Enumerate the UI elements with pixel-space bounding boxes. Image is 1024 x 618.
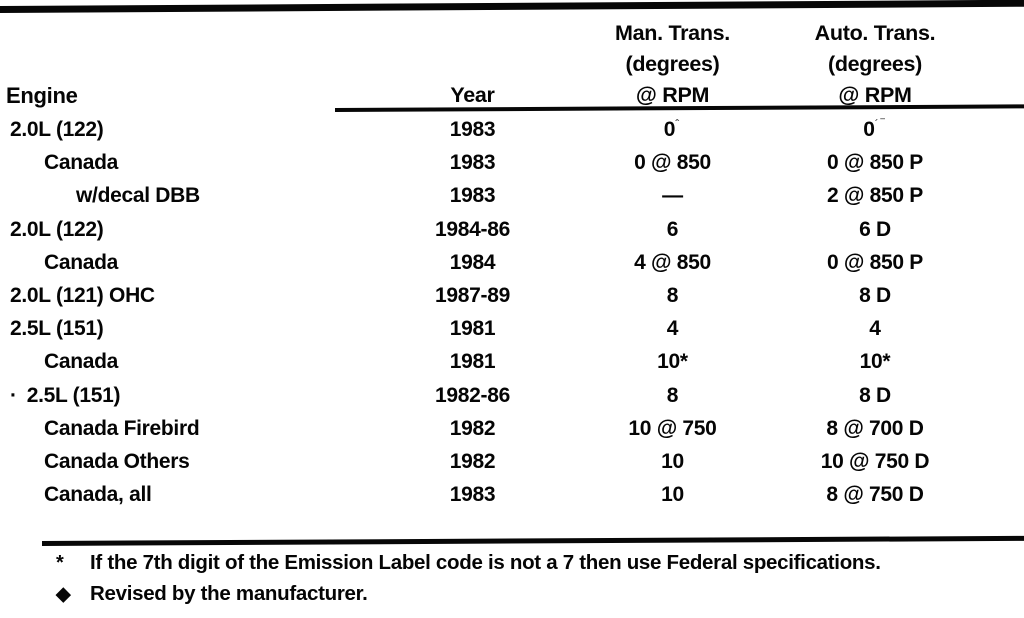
year-cell: 1981 xyxy=(449,350,496,374)
auto-trans-header-line3: @ RPM xyxy=(838,83,912,107)
auto-trans-cell: 4 xyxy=(869,317,881,341)
man-trans-header-line3: @ RPM xyxy=(635,83,710,107)
year-cell: 1982 xyxy=(449,449,496,473)
header-spacer xyxy=(1000,111,1024,112)
row-spacer xyxy=(1000,412,1024,445)
auto-trans-header-line2: (degrees) xyxy=(827,52,923,76)
bottom-rule xyxy=(41,535,1024,546)
auto-trans-header-line1: Auto. Trans. xyxy=(814,21,936,45)
year-cell: 1983 xyxy=(449,184,496,208)
footnote-row: * If the 7th digit of the Emission Label… xyxy=(0,551,1024,582)
row-spacer xyxy=(1000,146,1024,179)
table-row: 2.0L (122) 1984-86 6 6 D xyxy=(0,213,1024,246)
row-spacer xyxy=(1000,179,1024,212)
auto-trans-cell: 2 @ 850 P xyxy=(826,184,923,208)
footnote-text: Revised by the manufacturer. xyxy=(90,582,368,605)
table-row: w/decal DBB 1983 — 2 @ 850 P xyxy=(0,179,1024,212)
man-trans-cell: 4 @ 850 xyxy=(634,250,711,274)
auto-trans-cell: 10 @ 750 D xyxy=(820,449,930,473)
row-spacer xyxy=(1000,478,1024,511)
engine-cell: 2.0L (122) xyxy=(10,118,104,141)
engine-cell: · 2.5L (151) xyxy=(0,379,350,412)
man-trans-header-line1: Man. Trans. xyxy=(615,21,730,45)
row-spacer xyxy=(1000,312,1024,345)
table-row: Canada 1981 10* 10* xyxy=(0,345,1024,378)
auto-trans-column-header: Auto. Trans. (degrees) @ RPM xyxy=(750,18,1000,112)
engine-cell: 2.5L (151) xyxy=(10,317,104,341)
row-spacer xyxy=(1000,345,1024,378)
engine-column-header: Engine xyxy=(6,83,78,108)
man-trans-cell: 8 xyxy=(666,383,679,407)
table-row: 2.5L (151) 1981 4 4 xyxy=(0,312,1024,345)
engine-cell: Canada Firebird xyxy=(44,416,200,440)
year-column-header: Year xyxy=(450,83,495,107)
man-trans-cell: 10 @ 750 xyxy=(628,416,717,440)
engine-cell: 2.0L (121) OHC xyxy=(10,283,155,307)
engine-cell: Canada xyxy=(44,151,119,175)
engine-cell: Canada xyxy=(44,350,119,374)
man-trans-cell: 10 xyxy=(661,483,684,507)
table-row: Canada 1984 4 @ 850 0 @ 850 P xyxy=(0,246,1024,279)
man-trans-cell: 4 xyxy=(666,317,679,341)
year-cell: 1982-86 xyxy=(435,383,510,407)
man-trans-cell: 6 xyxy=(666,217,679,241)
footnote-row: ◆ Revised by the manufacturer. xyxy=(0,582,1024,613)
man-trans-cell: 8 xyxy=(666,283,679,307)
footnotes: * If the 7th digit of the Emission Label… xyxy=(0,551,1024,613)
year-cell: 1981 xyxy=(449,317,496,341)
table-header-row: Engine Year Man. Trans. (degrees) @ RPM … xyxy=(0,0,1024,112)
auto-trans-cell: 8 @ 750 D xyxy=(826,483,924,507)
table-row: 2.0L (122) 1983 0ˆ 0´‾ xyxy=(0,113,1024,146)
auto-trans-cell: 8 D xyxy=(859,383,891,407)
row-spacer xyxy=(1000,279,1024,312)
table-row: 2.0L (121) OHC 1987-89 8 8 D xyxy=(0,279,1024,312)
auto-trans-cell: 0´‾ xyxy=(863,117,887,141)
footnote-marker: ◆ xyxy=(56,584,71,605)
table-row: Canada Others 1982 10 10 @ 750 D xyxy=(0,445,1024,478)
print-artifact-mark: ˆ xyxy=(675,117,682,131)
auto-trans-cell: 6 D xyxy=(859,217,891,241)
table-row: · 2.5L (151) 1982-86 8 8 D xyxy=(0,379,1024,412)
year-cell: 1984 xyxy=(449,250,496,274)
auto-trans-cell: 10* xyxy=(859,350,891,374)
footnote-text: If the 7th digit of the Emission Label c… xyxy=(90,551,881,574)
man-trans-cell: 0 @ 850 xyxy=(634,151,711,175)
man-trans-cell: 0ˆ xyxy=(663,117,682,141)
year-cell: 1984-86 xyxy=(435,217,510,241)
engine-cell: Canada Others xyxy=(44,449,190,473)
row-prefix-dot: · xyxy=(10,383,17,407)
engine-cell: 2.0L (122) xyxy=(10,217,104,241)
table-row: Canada, all 1983 10 8 @ 750 D xyxy=(0,478,1024,511)
row-spacer xyxy=(1000,213,1024,246)
auto-trans-cell: 8 @ 700 D xyxy=(826,416,924,440)
row-spacer xyxy=(1000,379,1024,412)
man-trans-header-line2: (degrees) xyxy=(625,52,720,76)
year-cell: 1987-89 xyxy=(435,283,510,307)
table-body: 2.0L (122) 1983 0ˆ 0´‾ Canada 1983 0 @ 8… xyxy=(0,113,1024,511)
engine-cell: Canada xyxy=(44,250,119,274)
engine-cell: w/decal DBB xyxy=(76,184,200,208)
man-trans-cell: — xyxy=(662,184,683,208)
footnote-marker: * xyxy=(56,552,64,574)
row-spacer xyxy=(1000,246,1024,279)
auto-trans-cell: 0 @ 850 P xyxy=(826,151,923,175)
row-spacer xyxy=(1000,445,1024,478)
year-cell: 1983 xyxy=(449,483,496,507)
table-row: Canada 1983 0 @ 850 0 @ 850 P xyxy=(0,146,1024,179)
row-spacer xyxy=(1000,113,1024,146)
year-cell: 1983 xyxy=(449,118,496,141)
man-trans-cell: 10* xyxy=(657,350,688,374)
engine-cell: Canada, all xyxy=(44,483,152,507)
table-row: Canada Firebird 1982 10 @ 750 8 @ 700 D xyxy=(0,412,1024,445)
man-trans-cell: 10 xyxy=(661,449,684,473)
auto-trans-cell: 8 D xyxy=(859,283,891,307)
year-cell: 1982 xyxy=(449,416,496,440)
auto-trans-cell: 0 @ 850 P xyxy=(826,250,923,274)
man-trans-column-header: Man. Trans. (degrees) @ RPM xyxy=(595,18,750,112)
year-cell: 1983 xyxy=(449,151,496,175)
print-artifact-mark: ´‾ xyxy=(874,117,887,131)
